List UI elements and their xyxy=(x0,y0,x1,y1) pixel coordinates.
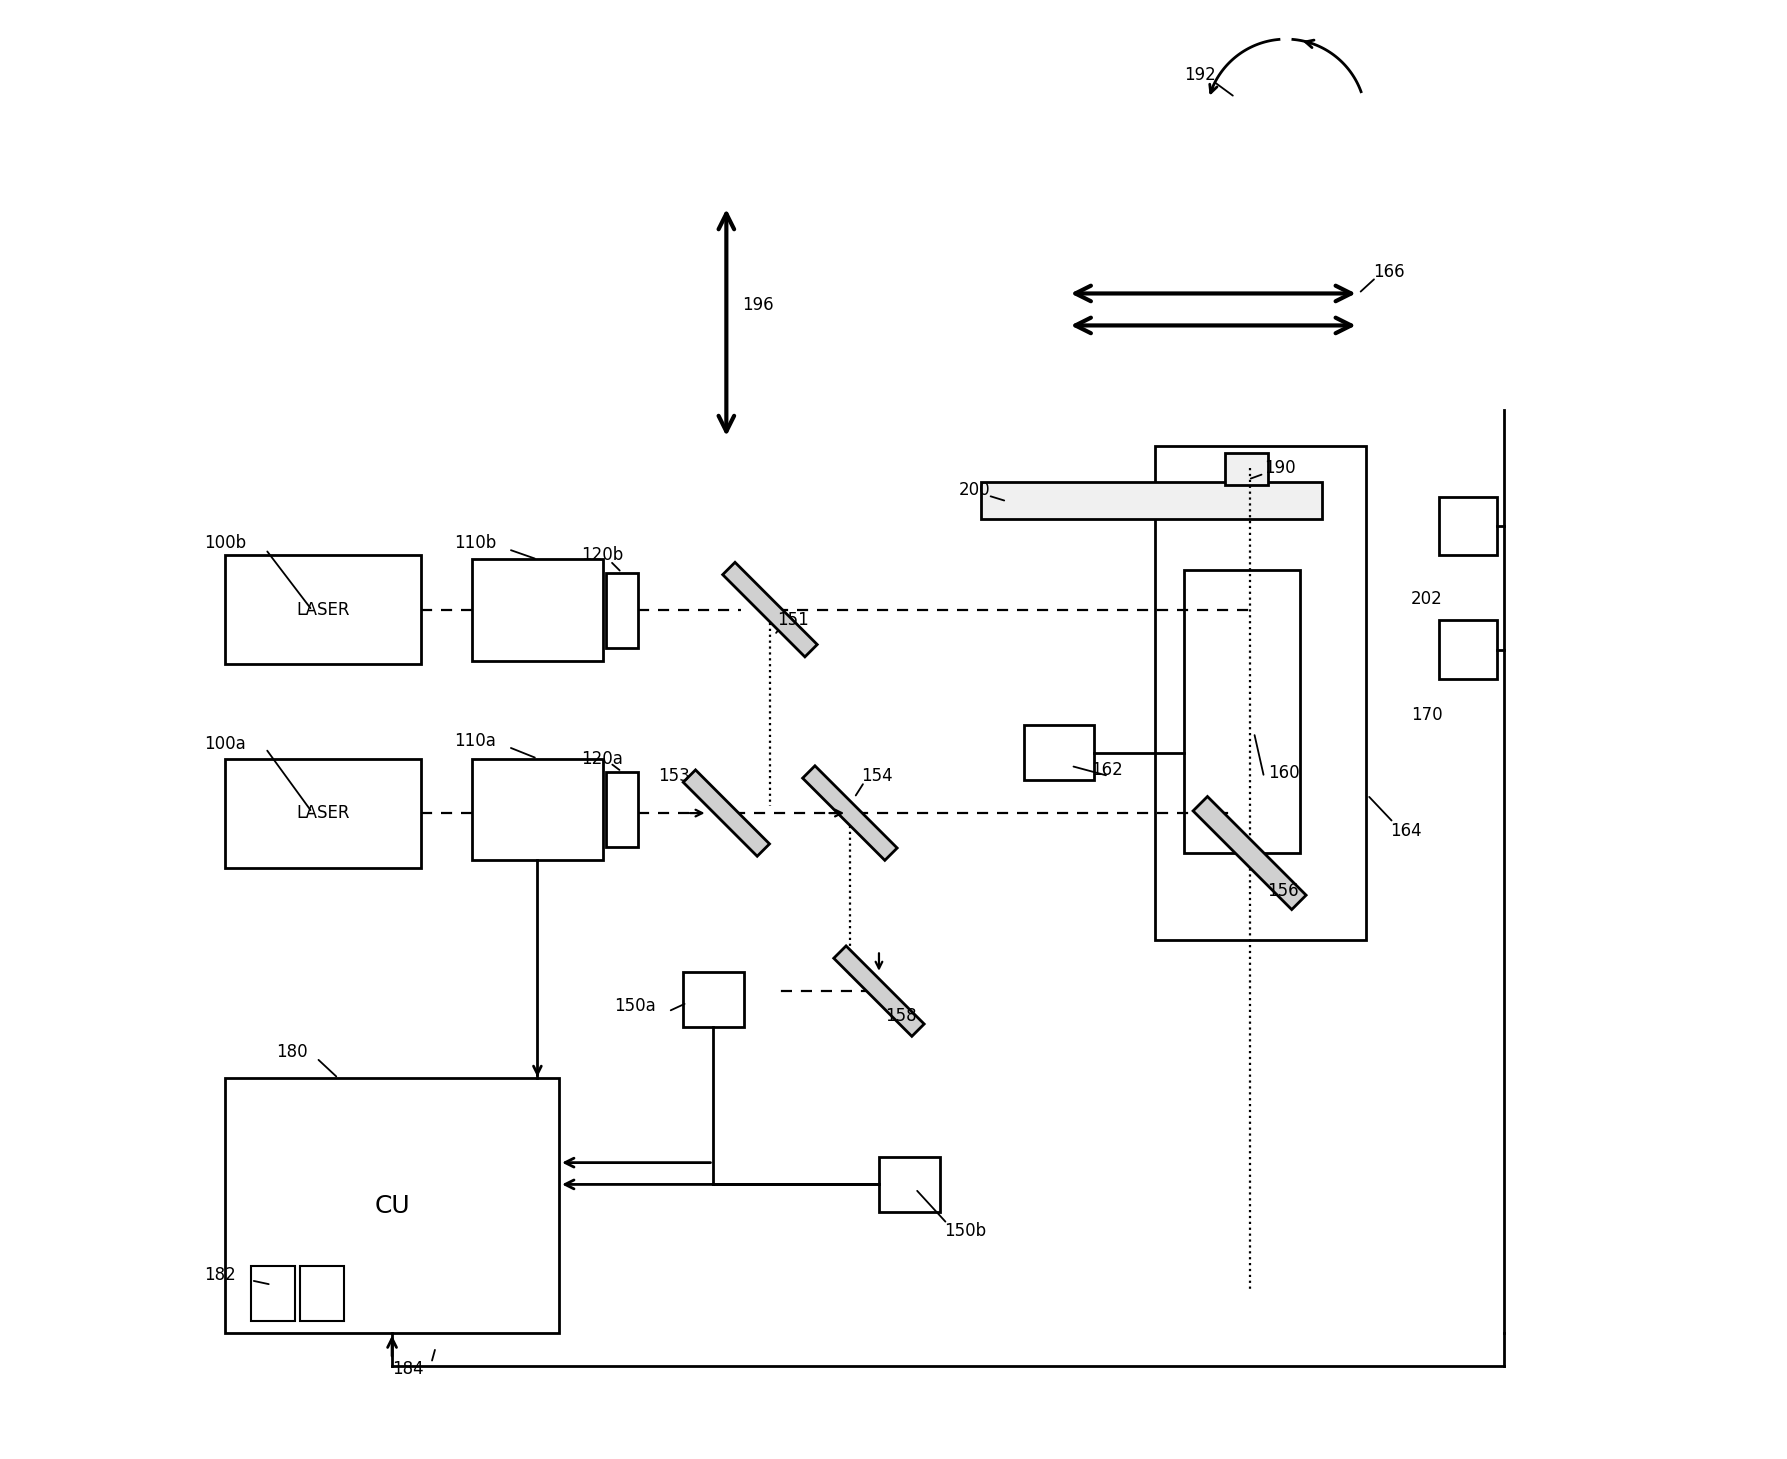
Text: 184: 184 xyxy=(391,1360,424,1377)
Bar xyxy=(1439,498,1498,554)
Bar xyxy=(1439,620,1498,678)
Bar xyxy=(1154,446,1365,940)
Text: 151: 151 xyxy=(777,611,810,629)
Polygon shape xyxy=(722,562,817,657)
Text: 166: 166 xyxy=(1372,263,1405,280)
Text: 154: 154 xyxy=(861,767,894,785)
Text: LASER: LASER xyxy=(297,601,350,619)
Bar xyxy=(1024,725,1094,781)
Polygon shape xyxy=(835,945,924,1036)
Text: 192: 192 xyxy=(1185,67,1215,85)
Text: 100a: 100a xyxy=(204,735,247,753)
Text: 202: 202 xyxy=(1412,589,1442,608)
Text: CU: CU xyxy=(373,1193,409,1217)
Text: LASER: LASER xyxy=(297,804,350,821)
Bar xyxy=(606,572,638,648)
Text: 160: 160 xyxy=(1269,765,1301,782)
Text: 180: 180 xyxy=(275,1043,307,1061)
Text: 196: 196 xyxy=(742,296,774,314)
Bar xyxy=(683,972,743,1027)
Text: 110b: 110b xyxy=(454,534,497,553)
Bar xyxy=(1224,454,1269,486)
Text: 153: 153 xyxy=(658,767,690,785)
Polygon shape xyxy=(683,770,770,856)
Bar xyxy=(225,759,422,868)
Text: 162: 162 xyxy=(1092,762,1122,779)
Bar xyxy=(252,1266,295,1320)
Text: 170: 170 xyxy=(1412,706,1442,724)
Polygon shape xyxy=(1194,797,1306,909)
Text: 182: 182 xyxy=(204,1265,236,1284)
Text: 164: 164 xyxy=(1390,823,1422,840)
Bar xyxy=(606,772,638,848)
Bar xyxy=(472,559,602,661)
Bar xyxy=(1185,569,1301,854)
Text: 200: 200 xyxy=(960,480,990,499)
Bar xyxy=(879,1157,940,1212)
Text: 150a: 150a xyxy=(615,996,656,1014)
Text: 190: 190 xyxy=(1263,460,1296,477)
Text: 100b: 100b xyxy=(204,534,247,553)
Text: 110a: 110a xyxy=(454,732,497,750)
Text: 120b: 120b xyxy=(581,546,624,565)
Text: 120a: 120a xyxy=(581,750,624,767)
Bar xyxy=(981,483,1322,519)
Text: 156: 156 xyxy=(1267,881,1299,900)
Bar xyxy=(225,1078,559,1332)
Text: 150b: 150b xyxy=(944,1223,986,1240)
Bar xyxy=(225,554,422,664)
Polygon shape xyxy=(802,766,897,861)
Bar xyxy=(300,1266,345,1320)
Text: 158: 158 xyxy=(885,1007,917,1024)
Bar xyxy=(472,759,602,861)
